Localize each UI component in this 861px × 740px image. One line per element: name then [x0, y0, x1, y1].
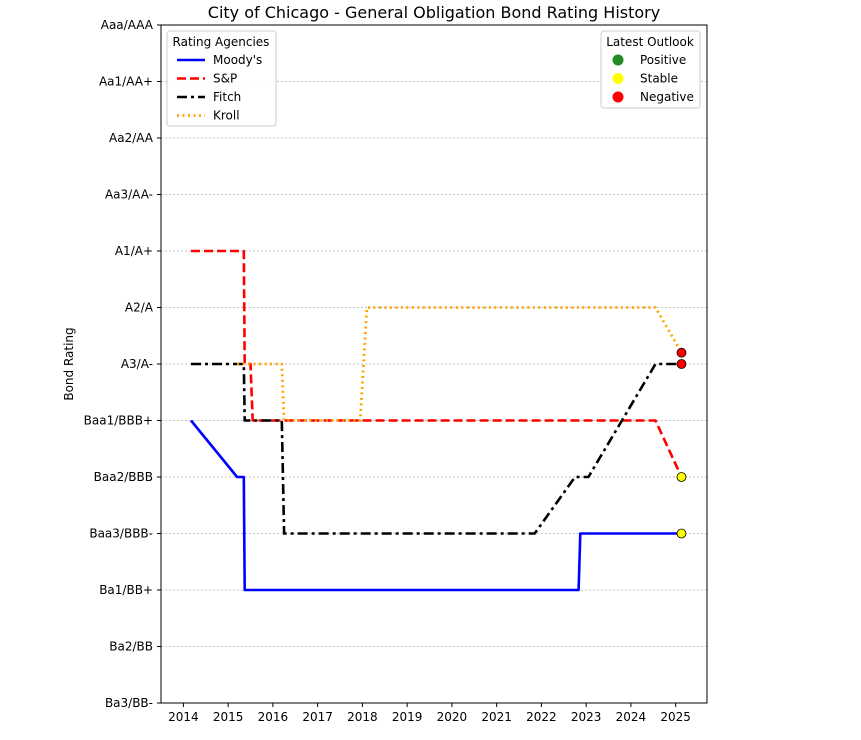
y-tick-label-a1-a: A1/A+ — [115, 244, 153, 258]
legend-label-fitch: Fitch — [213, 90, 241, 104]
x-tick-label-2019: 2019 — [392, 710, 423, 724]
y-tick-label-aa3-aa: Aa3/AA- — [105, 188, 153, 202]
outlook-marker-s-p — [676, 472, 687, 482]
legend-dot-negative — [612, 91, 624, 103]
y-axis-label: Bond Rating — [62, 327, 76, 400]
series-line-s-p — [191, 249, 683, 478]
legend-label-negative: Negative — [640, 90, 694, 104]
legend-outlook-title: Latest Outlook — [606, 35, 694, 49]
legend-label-kroll: Kroll — [213, 109, 240, 123]
legend-label-positive: Positive — [640, 53, 686, 67]
y-tick-label-aa1-aa: Aa1/AA+ — [99, 75, 153, 89]
x-tick-label-2014: 2014 — [168, 710, 199, 724]
legend-dot-stable — [612, 73, 624, 84]
outlook-markers — [676, 347, 687, 539]
legend-agencies-box — [166, 30, 277, 127]
x-tick-label-2024: 2024 — [616, 710, 647, 724]
y-tick-label-baa1-bbb: Baa1/BBB+ — [84, 414, 153, 428]
y-tick-label-a3-a: A3/A- — [121, 357, 153, 371]
x-tick-label-2017: 2017 — [302, 710, 333, 724]
y-tick-label-ba1-bb: Ba1/BB+ — [99, 583, 153, 597]
y-tick-label-ba3-bb: Ba3/BB- — [105, 696, 153, 710]
series-lines — [189, 249, 683, 592]
x-tick-label-2025: 2025 — [660, 710, 691, 724]
outlook-marker-kroll — [676, 347, 687, 358]
x-tick-label-2016: 2016 — [258, 710, 289, 724]
outlook-marker-fitch — [676, 359, 687, 369]
legend-label-moody-s: Moody's — [213, 53, 262, 67]
y-tick-label-baa3-bbb: Baa3/BBB- — [89, 527, 153, 541]
x-tick-label-2015: 2015 — [213, 710, 244, 724]
x-tick-label-2022: 2022 — [526, 710, 557, 724]
x-tick-label-2020: 2020 — [437, 710, 468, 724]
series-line-kroll — [237, 306, 683, 422]
y-tick-label-aaa-aaa: Aaa/AAA — [101, 18, 154, 32]
x-axis-ticks: 2014 2015 2016 2017 2018 2019 2020 2021 2022 2023… — [168, 703, 691, 724]
legend-latest-outlook: Latest Outlook Positive Stable Negative — [600, 30, 701, 109]
legend-outlook-box — [600, 30, 701, 109]
y-axis-ticks: Ba3/BB- Ba2/BB Ba1/BB+ Baa3/BBB- Baa2/BBB Baa… — [84, 18, 161, 710]
chart-title: City of Chicago - General Obligation Bon… — [208, 3, 660, 22]
series-line-moody-s — [189, 419, 682, 592]
legend-label-s-p: S&P — [213, 72, 237, 86]
legend-rating-agencies: Rating Agencies Moody's S&P Fitch Kroll — [166, 30, 277, 127]
y-tick-label-a2-a: A2/A — [125, 301, 154, 315]
y-tick-label-aa2-aa: Aa2/AA — [109, 131, 154, 145]
y-tick-label-ba2-bb: Ba2/BB — [109, 640, 153, 654]
series-line-fitch — [191, 362, 682, 535]
x-tick-label-2018: 2018 — [347, 710, 378, 724]
legend-agencies-title: Rating Agencies — [173, 35, 270, 49]
legend-dot-positive — [612, 54, 624, 66]
outlook-marker-moody-s — [676, 528, 687, 539]
x-tick-label-2021: 2021 — [481, 710, 512, 724]
y-tick-label-baa2-bbb: Baa2/BBB — [94, 470, 153, 484]
x-tick-label-2023: 2023 — [571, 710, 602, 724]
legend-label-stable: Stable — [640, 72, 678, 86]
